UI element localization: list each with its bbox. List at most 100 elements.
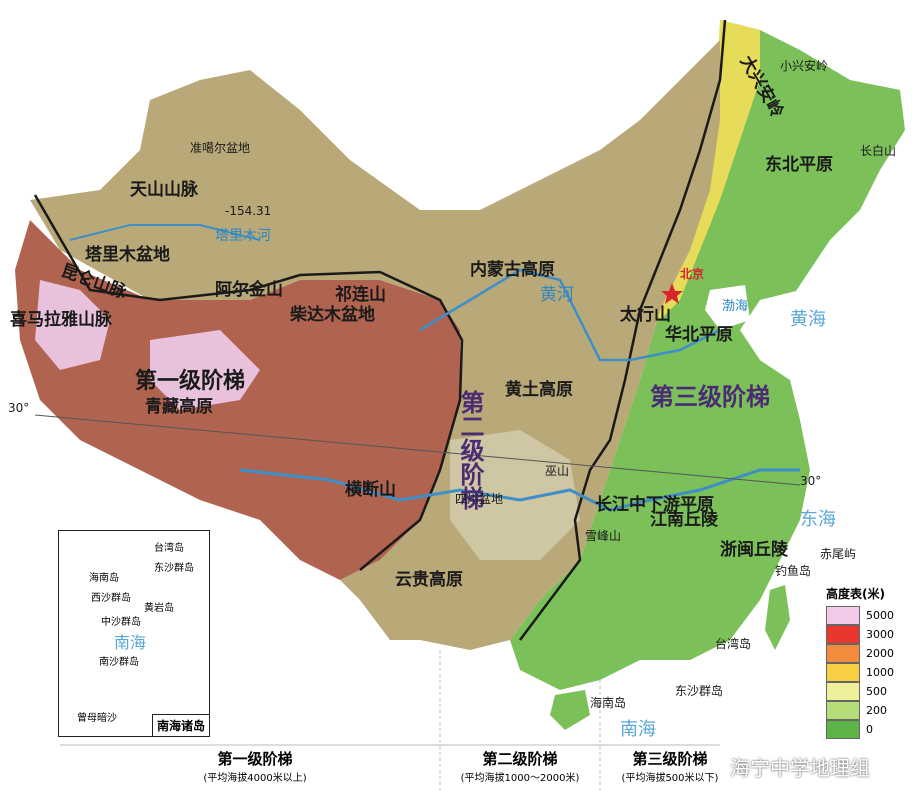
sichuan-basin-region <box>450 430 580 560</box>
step3-name: 第三级阶梯 <box>632 750 708 768</box>
label-qaidam: 柴达木盆地 <box>289 304 375 325</box>
label-wushan: 巫山 <box>545 464 569 478</box>
legend-label: 5000 <box>866 609 894 622</box>
label-huanghai: 黄海 <box>790 309 826 330</box>
tarim-river <box>69 224 261 241</box>
legend-swatch <box>826 625 860 644</box>
latitude-30-line <box>34 414 801 486</box>
label-huanghe: 黄河 <box>540 285 574 305</box>
inset-title: 南海诸岛 <box>151 714 209 736</box>
label-qingzang: 青藏高原 <box>145 396 213 417</box>
step3-desc: (平均海拔500米以下) <box>621 773 719 784</box>
label-beijing: 北京 <box>680 266 704 281</box>
legend-row: 3000 <box>826 625 916 644</box>
high-peaks-area <box>35 280 110 370</box>
label-yungui: 云贵高原 <box>395 569 463 590</box>
label-taihang: 太行山 <box>620 304 671 325</box>
step-boundary-1 <box>33 194 464 571</box>
inset-label-hainan: 海南岛 <box>89 573 119 584</box>
label-mongolia: 内蒙古高原 <box>470 259 555 280</box>
legend-swatch <box>826 606 860 625</box>
hainan-island <box>550 690 590 730</box>
label-lat30-east: 30° <box>800 474 821 488</box>
legend-swatch <box>826 644 860 663</box>
label-himalaya: 喜马拉雅山脉 <box>10 309 113 330</box>
label-junggar: 准噶尔盆地 <box>190 140 250 155</box>
label-step3: 第三级阶梯 <box>650 383 770 411</box>
label-xuefeng: 雪峰山 <box>585 529 621 543</box>
label-dongsha: 东沙群岛 <box>675 683 723 698</box>
label-loess: 黄土高原 <box>505 379 573 400</box>
inset-label-zhongsha: 中沙群岛 <box>101 617 141 628</box>
label-step1: 第一级阶梯 <box>135 368 245 394</box>
inset-label-nansha: 南沙群岛 <box>99 657 139 668</box>
label-hengduan: 横断山 <box>345 479 396 500</box>
step2-name: 第二级阶梯 <box>482 750 558 768</box>
inset-label-huangyan: 黄岩岛 <box>144 603 174 614</box>
legend-items: 5000 3000 2000 1000 500 200 0 <box>826 606 916 739</box>
label-tarim-basin: 塔里木盆地 <box>85 244 170 265</box>
eastern-lowlands <box>510 20 905 690</box>
watermark: 海宁中学地理组 <box>730 756 870 780</box>
label-tianshan: 天山山脉 <box>130 179 199 200</box>
label-qilian: 祁连山 <box>335 284 386 305</box>
step-caption-1: 第一级阶梯 (平均海拔4000米以上) <box>170 748 340 784</box>
label-hainan: 海南岛 <box>590 695 626 710</box>
legend-label: 2000 <box>866 647 894 660</box>
yangtze-river <box>239 468 800 512</box>
label-changbai: 长白山 <box>860 143 896 158</box>
legend-row: 1000 <box>826 663 916 682</box>
label-altun: 阿尔金山 <box>215 279 283 300</box>
label-dongbei: 东北平原 <box>765 154 833 175</box>
label-bohai: 渤海 <box>722 298 748 314</box>
label-nanhai: 南海 <box>620 719 656 740</box>
label-diaoyu: 钓鱼岛 <box>775 563 811 578</box>
legend-row: 200 <box>826 701 916 720</box>
label-taiwan: 台湾岛 <box>715 636 751 651</box>
label-sichuan: 四川盆地 <box>455 492 503 506</box>
yellow-sea <box>760 290 830 380</box>
elevation-legend: 高度表(米) 5000 3000 2000 1000 500 200 0 <box>826 585 916 739</box>
step-caption-3: 第三级阶梯 (平均海拔500米以下) <box>610 748 730 784</box>
legend-label: 0 <box>866 723 873 736</box>
legend-label: 200 <box>866 704 887 717</box>
legend-swatch <box>826 682 860 701</box>
label-chiwei: 赤尾屿 <box>820 547 856 561</box>
legend-label: 1000 <box>866 666 894 679</box>
label-depth: -154.31 <box>225 204 271 218</box>
label-changjiang: 长江中下游平原 <box>595 494 714 515</box>
legend-row: 5000 <box>826 606 916 625</box>
high-peaks-area-2 <box>150 330 260 410</box>
inset-label-taiwan: 台湾岛 <box>154 543 184 554</box>
inset-label-zengmu: 曾母暗沙 <box>77 713 117 724</box>
legend-row: 0 <box>826 720 916 739</box>
legend-swatch <box>826 701 860 720</box>
label-huabei: 华北平原 <box>665 324 733 345</box>
legend-label: 3000 <box>866 628 894 641</box>
legend-row: 2000 <box>826 644 916 663</box>
inset-label-nanhai: 南海 <box>114 633 147 652</box>
bohai-sea <box>705 285 750 330</box>
label-xiaoxing: 小兴安岭 <box>780 58 828 73</box>
beijing-star-icon <box>661 283 683 304</box>
label-lat30-west: 30° <box>8 401 29 415</box>
legend-title: 高度表(米) <box>826 587 885 601</box>
legend-label: 500 <box>866 685 887 698</box>
yellow-river <box>419 268 721 362</box>
inset-label-dongsha: 东沙群岛 <box>154 563 194 574</box>
step2-desc: (平均海拔1000～2000米) <box>460 773 580 784</box>
step-boundary-2 <box>519 19 727 641</box>
legend-swatch <box>826 663 860 682</box>
taiwan-island <box>765 585 790 650</box>
step-caption-2: 第二级阶梯 (平均海拔1000～2000米) <box>440 748 600 784</box>
label-step2: 第二级阶梯 <box>456 389 484 510</box>
nanhai-inset: 南海诸岛 台湾岛 东沙群岛 海南岛 西沙群岛 黄岩岛 中沙群岛 南海 南沙群岛 … <box>58 530 210 737</box>
label-jiangnan: 江南丘陵 <box>650 509 719 530</box>
label-donghai: 东海 <box>800 509 836 530</box>
step1-name: 第一级阶梯 <box>217 750 293 768</box>
label-tarim-river: 塔里木河 <box>215 228 271 244</box>
legend-row: 500 <box>826 682 916 701</box>
legend-swatch <box>826 720 860 739</box>
